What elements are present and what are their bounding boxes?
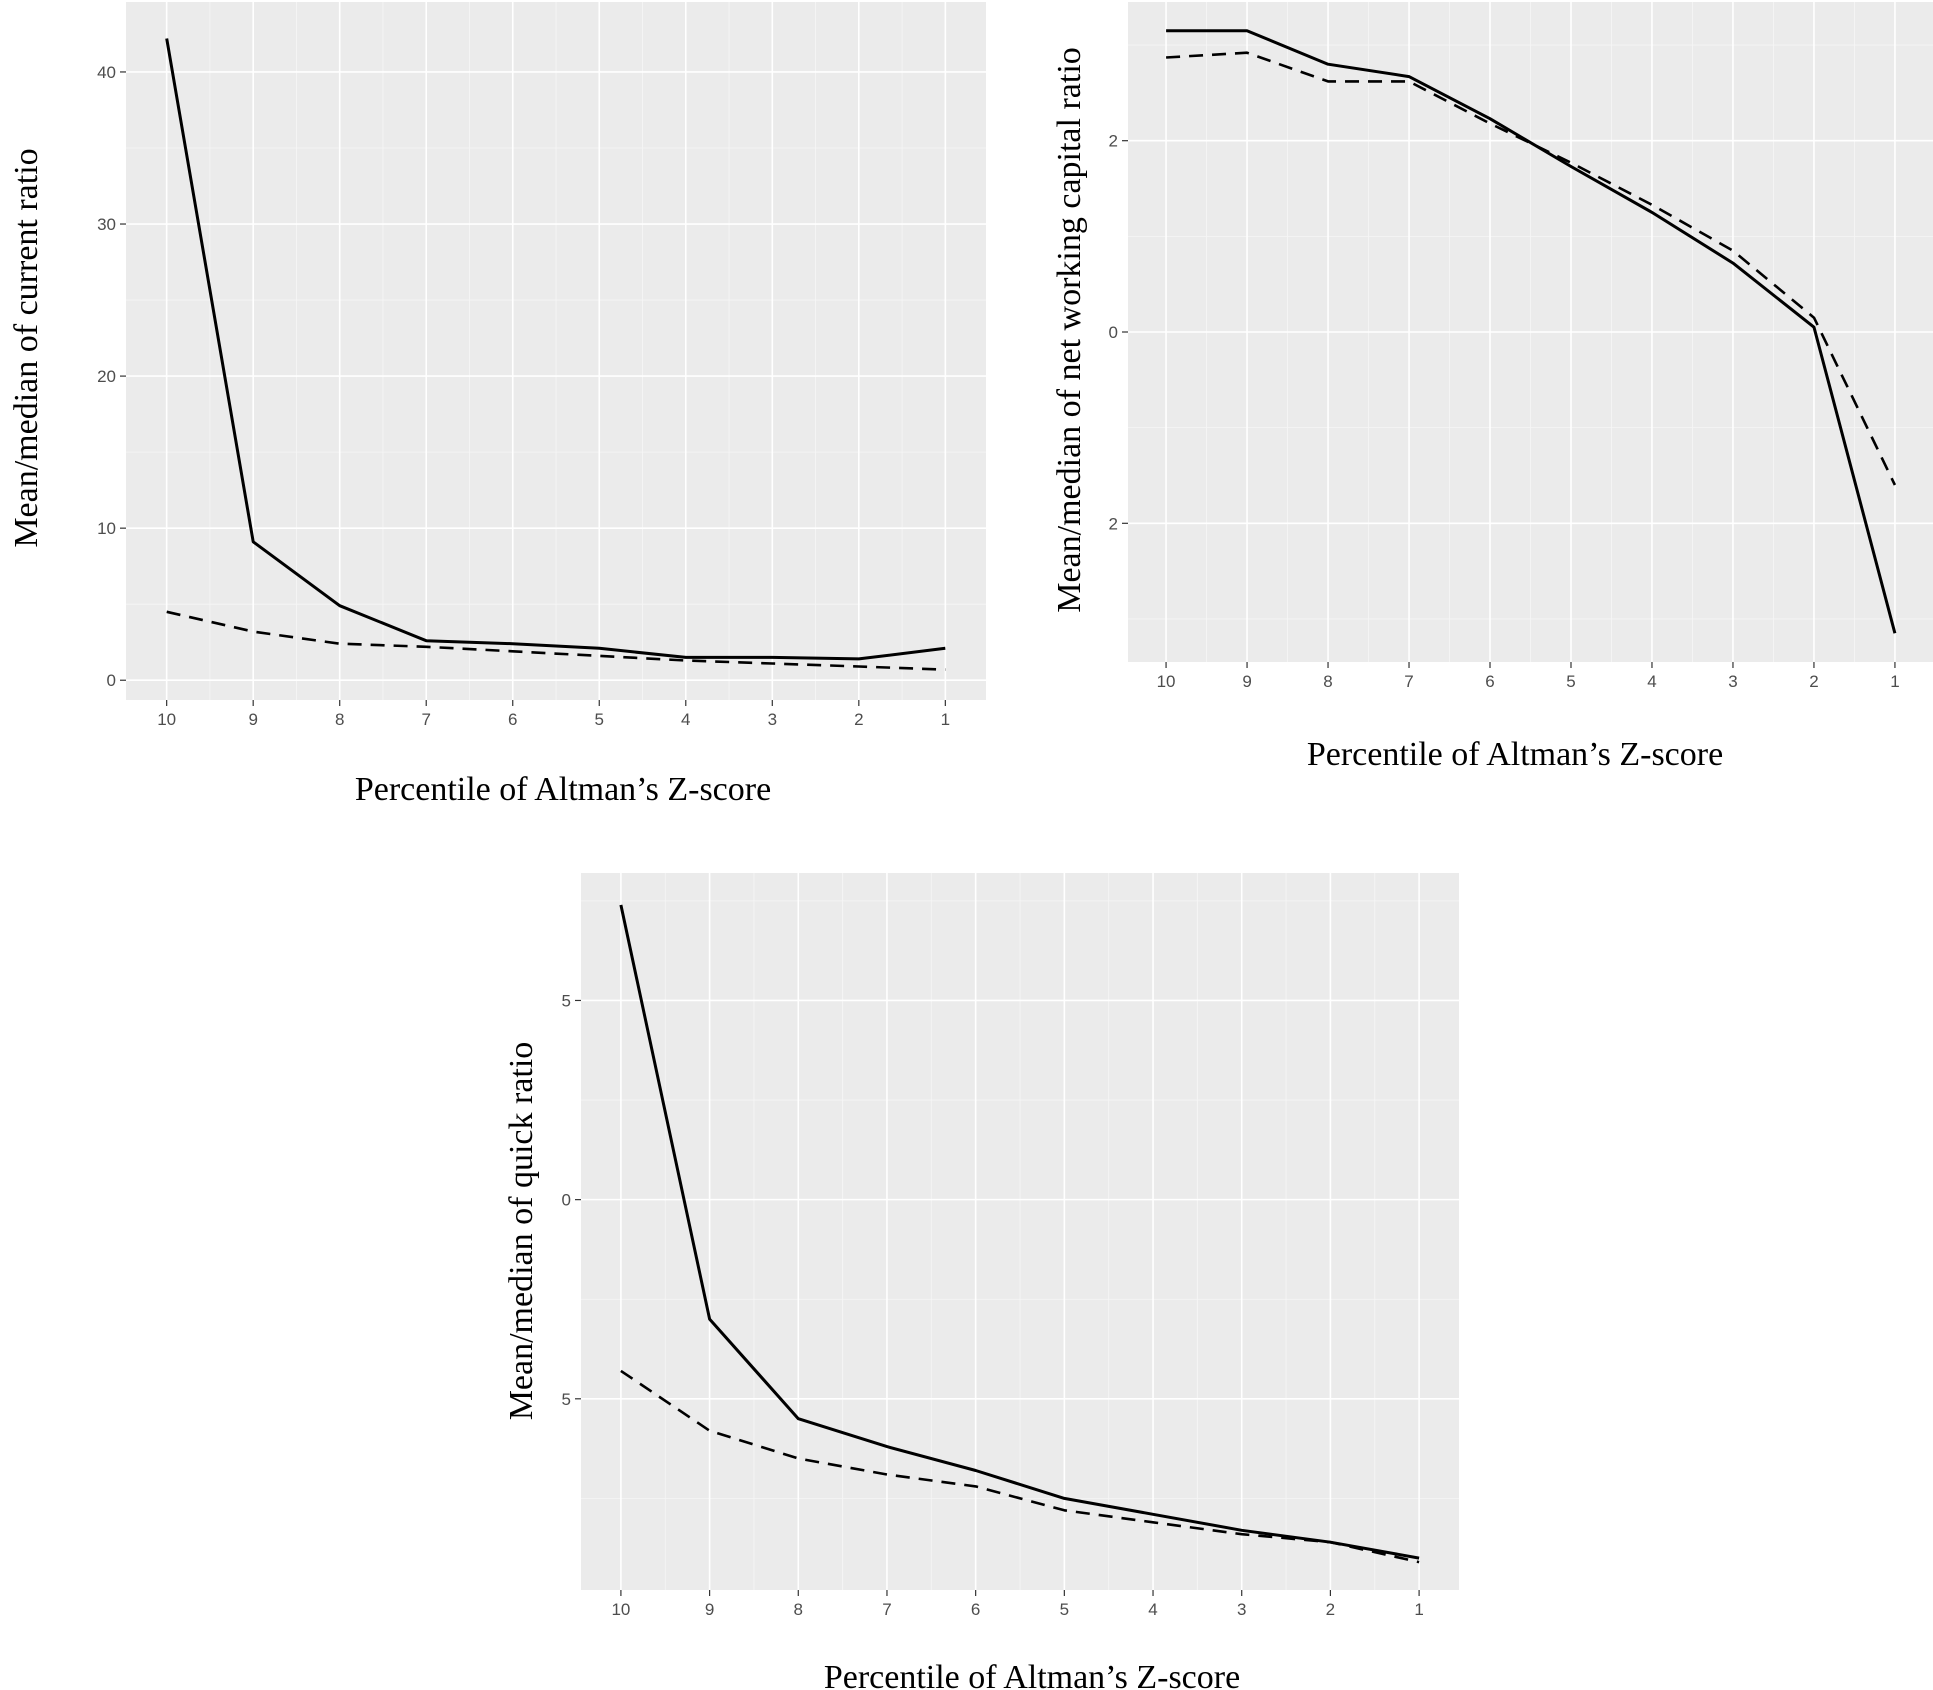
x-tick-label: 2 <box>1326 1600 1335 1619</box>
x-tick-label: 8 <box>1323 672 1332 691</box>
x-tick-label: 7 <box>882 1600 891 1619</box>
series-line-dashed <box>620 1369 1420 1564</box>
y-tick-label: 0 <box>562 1191 571 1210</box>
x-tick-label: 10 <box>611 1600 630 1619</box>
y-tick-label: 5 <box>562 1390 571 1409</box>
x-tick-label: 1 <box>1890 672 1899 691</box>
x-tick-label: 3 <box>768 710 777 729</box>
x-tick-label: 10 <box>157 710 176 729</box>
x-tick-label: 5 <box>1566 672 1575 691</box>
y-tick-label: 0 <box>1109 323 1118 342</box>
x-tick-label: 4 <box>681 710 690 729</box>
x-tick-label: 5 <box>595 710 604 729</box>
series-line-solid <box>619 904 1420 1560</box>
x-tick-label: 8 <box>794 1600 803 1619</box>
y-axis-title: Mean/median of current ratio <box>8 148 45 547</box>
y-tick-label: 40 <box>97 63 116 82</box>
y-tick-label: 0 <box>107 671 116 690</box>
x-tick-label: 2 <box>1809 672 1818 691</box>
x-tick-label: 4 <box>1148 1600 1157 1619</box>
x-tick-label: 2 <box>854 710 863 729</box>
x-tick-label: 7 <box>421 710 430 729</box>
y-tick-label: 2 <box>1109 514 1118 533</box>
x-tick-label: 8 <box>335 710 344 729</box>
x-tick-label: 1 <box>1414 1600 1423 1619</box>
x-tick-label: 9 <box>705 1600 714 1619</box>
x-tick-label: 5 <box>1060 1600 1069 1619</box>
x-tick-label: 3 <box>1728 672 1737 691</box>
x-tick-label: 6 <box>508 710 517 729</box>
x-tick-label: 9 <box>248 710 257 729</box>
y-tick-label: 30 <box>97 215 116 234</box>
series-line-solid <box>165 38 946 661</box>
x-tick-label: 1 <box>941 710 950 729</box>
chart-panel-1: 0 10 20 30 40 10 9 8 7 6 5 4 3 2 1 Percentile of Altman… <box>8 2 986 808</box>
x-axis-title: Percentile of Altman’s Z-score <box>355 771 771 808</box>
series-line-solid <box>1166 29 1897 634</box>
y-tick-label: 20 <box>97 367 116 386</box>
x-tick-label: 10 <box>1157 672 1176 691</box>
chart-panel-3: 5 0 5 10 9 8 7 6 5 4 3 2 1 Percentile of Altman’s Z-s… <box>503 873 1459 1690</box>
y-tick-label: 5 <box>562 991 571 1010</box>
y-tick-label: 2 <box>1109 132 1118 151</box>
x-axis-title: Percentile of Altman’s Z-score <box>824 1659 1240 1690</box>
x-tick-label: 3 <box>1237 1600 1246 1619</box>
x-tick-label: 6 <box>971 1600 980 1619</box>
x-tick-label: 7 <box>1404 672 1413 691</box>
x-tick-label: 6 <box>1485 672 1494 691</box>
x-axis-title: Percentile of Altman’s Z-score <box>1307 736 1723 773</box>
y-tick-label: 10 <box>97 519 116 538</box>
series-line-dashed <box>166 610 946 671</box>
y-axis-title: Mean/median of quick ratio <box>503 1042 540 1421</box>
series-line-dashed <box>1166 51 1897 486</box>
chart-panel-2: 2 0 2 10 9 8 7 6 5 4 3 2 1 Percentile of Altman’s Z-s… <box>1051 2 1933 773</box>
x-tick-label: 9 <box>1242 672 1251 691</box>
x-tick-label: 4 <box>1647 672 1656 691</box>
y-axis-title: Mean/median of net working capital ratio <box>1051 47 1088 613</box>
